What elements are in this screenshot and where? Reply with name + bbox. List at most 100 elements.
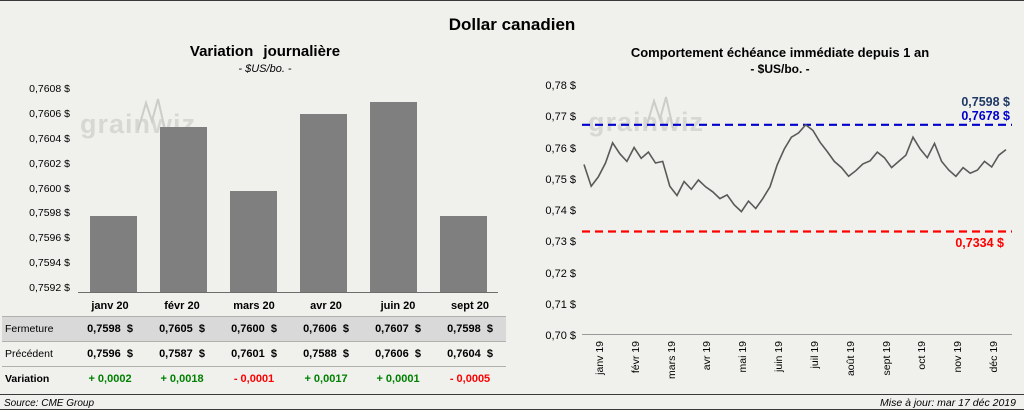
month-header: mars 20 [233,299,275,312]
bar [89,215,137,292]
bar-slot [148,89,218,292]
y-tick-label: 0,78 $ [545,80,576,92]
table-cell: 0,7607 $ [375,323,421,335]
high-line-label: 0,7678 $ [961,109,1010,123]
x-tick-label: juil 19 [808,341,821,369]
table-cell: 0,7600 $ [231,323,277,335]
watermark-text: grainwiz [588,107,705,137]
bar-chart-y-axis: 0,7608 $ 0,7606 $ 0,7604 $ 0,7602 $ 0,7600 $… [16,83,70,294]
x-tick-label: janv 19 [593,341,606,375]
y-tick-label: 0,72 $ [545,267,576,280]
source-note: Source: CME Group [4,398,95,409]
x-tick: juin 19 [761,341,797,397]
y-tick-label: 0,75 $ [545,173,576,186]
bar-slot [358,89,428,292]
x-tick: déc 19 [976,341,1012,397]
row-label: Variation [5,373,50,385]
x-tick-label: déc 19 [988,341,1001,373]
table-row: Fermeture 0,7598 $ 0,7605 $ 0,7600 $ 0,7606 … [2,316,506,341]
bar [159,127,207,292]
bar-slot [288,89,358,292]
bar [439,215,487,292]
y-tick-label: 0,7596 $ [29,232,70,245]
table-row: Variation + 0,0002 + 0,0018 - 0,0001 + 0,001… [2,366,506,391]
bar [369,101,417,292]
y-tick-label: 0,73 $ [545,236,576,249]
x-tick-label: avr 19 [701,341,714,371]
table-row: Précédent 0,7596 $ 0,7587 $ 0,7601 $ 0,7588 … [2,341,506,366]
table-cell: 0,7598 $ [87,323,133,335]
table-cell: 0,7601 $ [231,348,277,360]
bar-slot [78,89,148,292]
page-title: Dollar canadien [448,15,576,34]
y-tick-label: 0,7592 $ [29,282,70,294]
line-chart-plot: 0,7598 $ 0,7678 $ 0,7334 $ [582,87,1012,335]
y-tick-label: 0,7598 $ [29,207,70,220]
y-tick-label: 0,74 $ [545,205,576,217]
table-cell: 0,7606 $ [303,323,349,335]
x-tick-label: mars 19 [665,341,678,379]
y-tick-label: 0,7600 $ [29,182,70,195]
grainwiz-watermark: grainwiz [588,96,705,138]
footer-divider [0,394,1024,395]
y-tick-label: 0,71 $ [545,298,576,311]
x-tick: janv 19 [582,341,618,397]
table-cell: + 0,0018 [160,373,204,385]
bar-chart-plot [78,89,498,293]
x-tick: mai 19 [725,341,761,397]
y-tick-label: 0,7608 $ [29,83,70,95]
line-chart-y-axis: 0,78 $ 0,77 $ 0,76 $ 0,75 $ 0,74 $ 0,73 $ 0,72… [530,80,576,342]
row-label: Précédent [5,348,53,360]
y-tick-label: 0,7604 $ [29,132,70,145]
x-tick: oct 19 [904,341,940,397]
bar [299,114,347,292]
x-tick: juil 19 [797,341,833,397]
table-cell: 0,7598 $ [447,323,493,335]
grainwiz-peak-icon [137,98,166,131]
bar-slot [218,89,288,292]
table-cell: 0,7596 $ [87,348,133,360]
line-chart-x-axis: janv 19 févr 19 mars 19 avr 19 mai 19 juin 19… [582,341,1012,397]
table-cell: - 0,0005 [449,373,491,385]
last-price-label: 0,7598 $ [961,95,1010,109]
month-header: juin 20 [380,299,416,312]
x-tick-label: mai 19 [737,341,750,373]
line-chart-title: Comportement échéance immédiate depuis 1… [630,45,930,60]
x-tick: mars 19 [654,341,690,397]
x-tick-label: sept 19 [880,341,893,376]
x-tick-label: oct 19 [916,341,929,370]
table-cell: + 0,0001 [376,373,420,385]
month-header: sept 20 [451,299,489,312]
x-tick: févr 19 [618,341,654,397]
x-tick-label: févr 19 [629,341,642,374]
grainwiz-peak-icon [645,96,674,129]
x-tick-label: nov 19 [952,341,965,373]
x-tick: nov 19 [940,341,976,397]
y-tick-label: 0,76 $ [545,142,576,155]
y-tick-label: 0,7594 $ [29,257,70,270]
updated-note: Mise à jour: mar 17 déc 2019 [880,397,1016,409]
table-cell: + 0,0017 [304,373,348,385]
month-header: avr 20 [310,299,342,312]
line-chart-svg [582,123,1012,233]
table-cell: - 0,0001 [233,373,275,385]
table-header-row: janv 20 févr 20 mars 20 avr 20 juin 20 sept 2… [2,295,506,316]
table-cell: 0,7587 $ [159,348,205,360]
table-cell: + 0,0002 [88,373,132,385]
y-tick-label: 0,7602 $ [29,157,70,170]
y-tick-label: 0,7606 $ [29,107,70,120]
x-tick: sept 19 [869,341,905,397]
table-cell: 0,7605 $ [159,323,205,335]
y-tick-label: 0,70 $ [545,330,576,342]
x-tick: avr 19 [689,341,725,397]
table-cell: 0,7588 $ [303,348,349,360]
low-line-label: 0,7334 $ [955,236,1004,250]
line-chart-subtitle: - $US/bo. - [750,62,810,76]
bar [229,190,277,292]
table-cell: 0,7606 $ [375,348,421,360]
bar-slot [428,89,498,292]
x-tick-label: juin 19 [773,341,786,372]
month-header: févr 20 [164,299,200,312]
x-tick: août 19 [833,341,869,397]
